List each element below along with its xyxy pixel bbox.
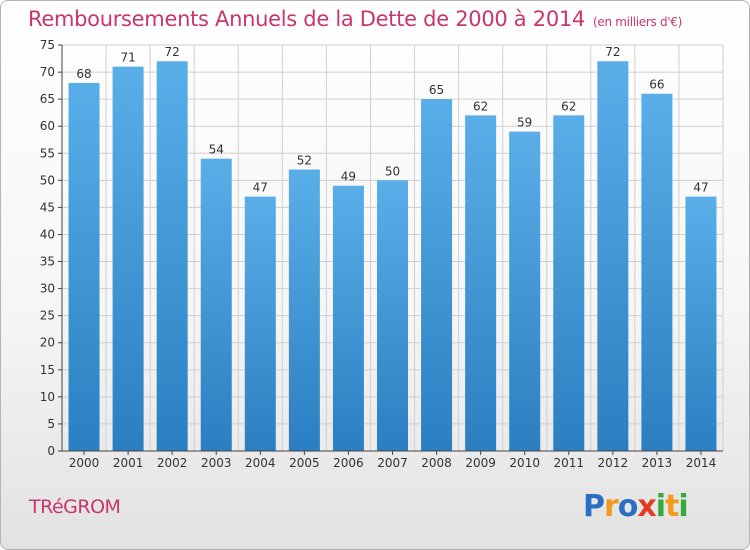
y-tick-label: 55 [40,146,55,160]
bar-value-label: 71 [120,51,135,65]
y-tick-label: 5 [47,417,55,431]
x-tick-label: 2010 [509,456,540,470]
logo-letter: x [637,489,656,524]
bar-value-label: 62 [473,99,488,113]
x-tick-label: 2002 [157,456,188,470]
logo-letter: P [583,489,605,524]
labels: 68 71 72 54 47 52 49 50 65 62 59 62 72 66 47 [76,45,708,194]
logo-letter: i [678,489,688,524]
x-tick-label: 2004 [245,456,276,470]
proxiti-logo[interactable]: Proxiti [583,489,689,524]
bar-value-label: 47 [693,181,708,195]
bar[interactable] [112,66,144,452]
x-tick-label: 2009 [465,456,496,470]
y-tick-label: 40 [40,227,55,241]
bar[interactable] [332,185,364,451]
y-tick-label: 20 [40,336,55,350]
y-tick-label: 10 [40,390,55,404]
bar[interactable] [597,61,629,452]
y-tick-label: 75 [40,38,55,52]
chart-subtitle: (en milliers d'€) [593,15,683,29]
y-tick-label: 65 [40,92,55,106]
logo-letter: r [604,489,619,524]
bar-value-label: 62 [561,99,576,113]
bar[interactable] [465,115,497,451]
x-tick-label: 2003 [201,456,232,470]
bar[interactable] [288,169,320,452]
chart-title: Remboursements Annuels de la Dette de 20… [28,7,682,31]
bar[interactable] [641,93,673,451]
y-tick-label: 60 [40,119,55,133]
bar-value-label: 52 [297,154,312,168]
logo-letter: i [655,489,666,524]
bar-value-label: 49 [341,170,356,184]
x-tick-label: 2011 [553,456,584,470]
title-text: Remboursements Annuels de la Dette de 20… [28,7,585,31]
x-tick-label: 2005 [289,456,320,470]
bar-value-label: 65 [429,83,444,97]
commune-name: TRéGROM [29,496,121,518]
y-tick-label: 15 [40,363,55,377]
logo-letter: t [665,489,679,524]
x-tick-label: 2014 [686,456,717,470]
bar[interactable] [156,61,188,452]
y-tick-label: 45 [40,200,55,214]
bar[interactable] [685,196,717,451]
bar-value-label: 68 [76,67,91,81]
bar[interactable] [244,196,276,451]
x-tick-label: 2012 [598,456,629,470]
y-tick-label: 35 [40,255,55,269]
bar-value-label: 59 [517,116,532,130]
logo-letter: o [617,489,639,524]
bar[interactable] [421,99,453,451]
bar-value-label: 72 [165,45,180,59]
x-tick-label: 2007 [377,456,408,470]
bar-value-label: 50 [385,164,400,178]
y-tick-label: 25 [40,309,55,323]
bar[interactable] [200,158,232,451]
bars [68,61,717,452]
bar[interactable] [377,180,408,452]
bar-value-label: 72 [605,45,620,59]
bar[interactable] [553,115,585,451]
y-tick-label: 50 [40,173,55,187]
bar-value-label: 54 [209,143,224,157]
bar-value-label: 47 [253,181,268,195]
x-tick-label: 2000 [69,456,100,470]
y-tick-label: 0 [47,444,55,458]
bar-value-label: 66 [649,78,664,92]
y-tick-label: 70 [40,65,55,79]
x-tick-label: 2008 [421,456,452,470]
x-tick-label: 2013 [642,456,673,470]
y-tick-label: 30 [40,282,55,296]
axes: 0 5 10 15 20 25 30 35 40 45 50 55 60 65 70 75 2000 2001 20… [40,38,723,470]
x-tick-label: 2001 [113,456,144,470]
bar[interactable] [68,82,100,451]
x-tick-label: 2006 [333,456,364,470]
bar[interactable] [509,131,541,451]
